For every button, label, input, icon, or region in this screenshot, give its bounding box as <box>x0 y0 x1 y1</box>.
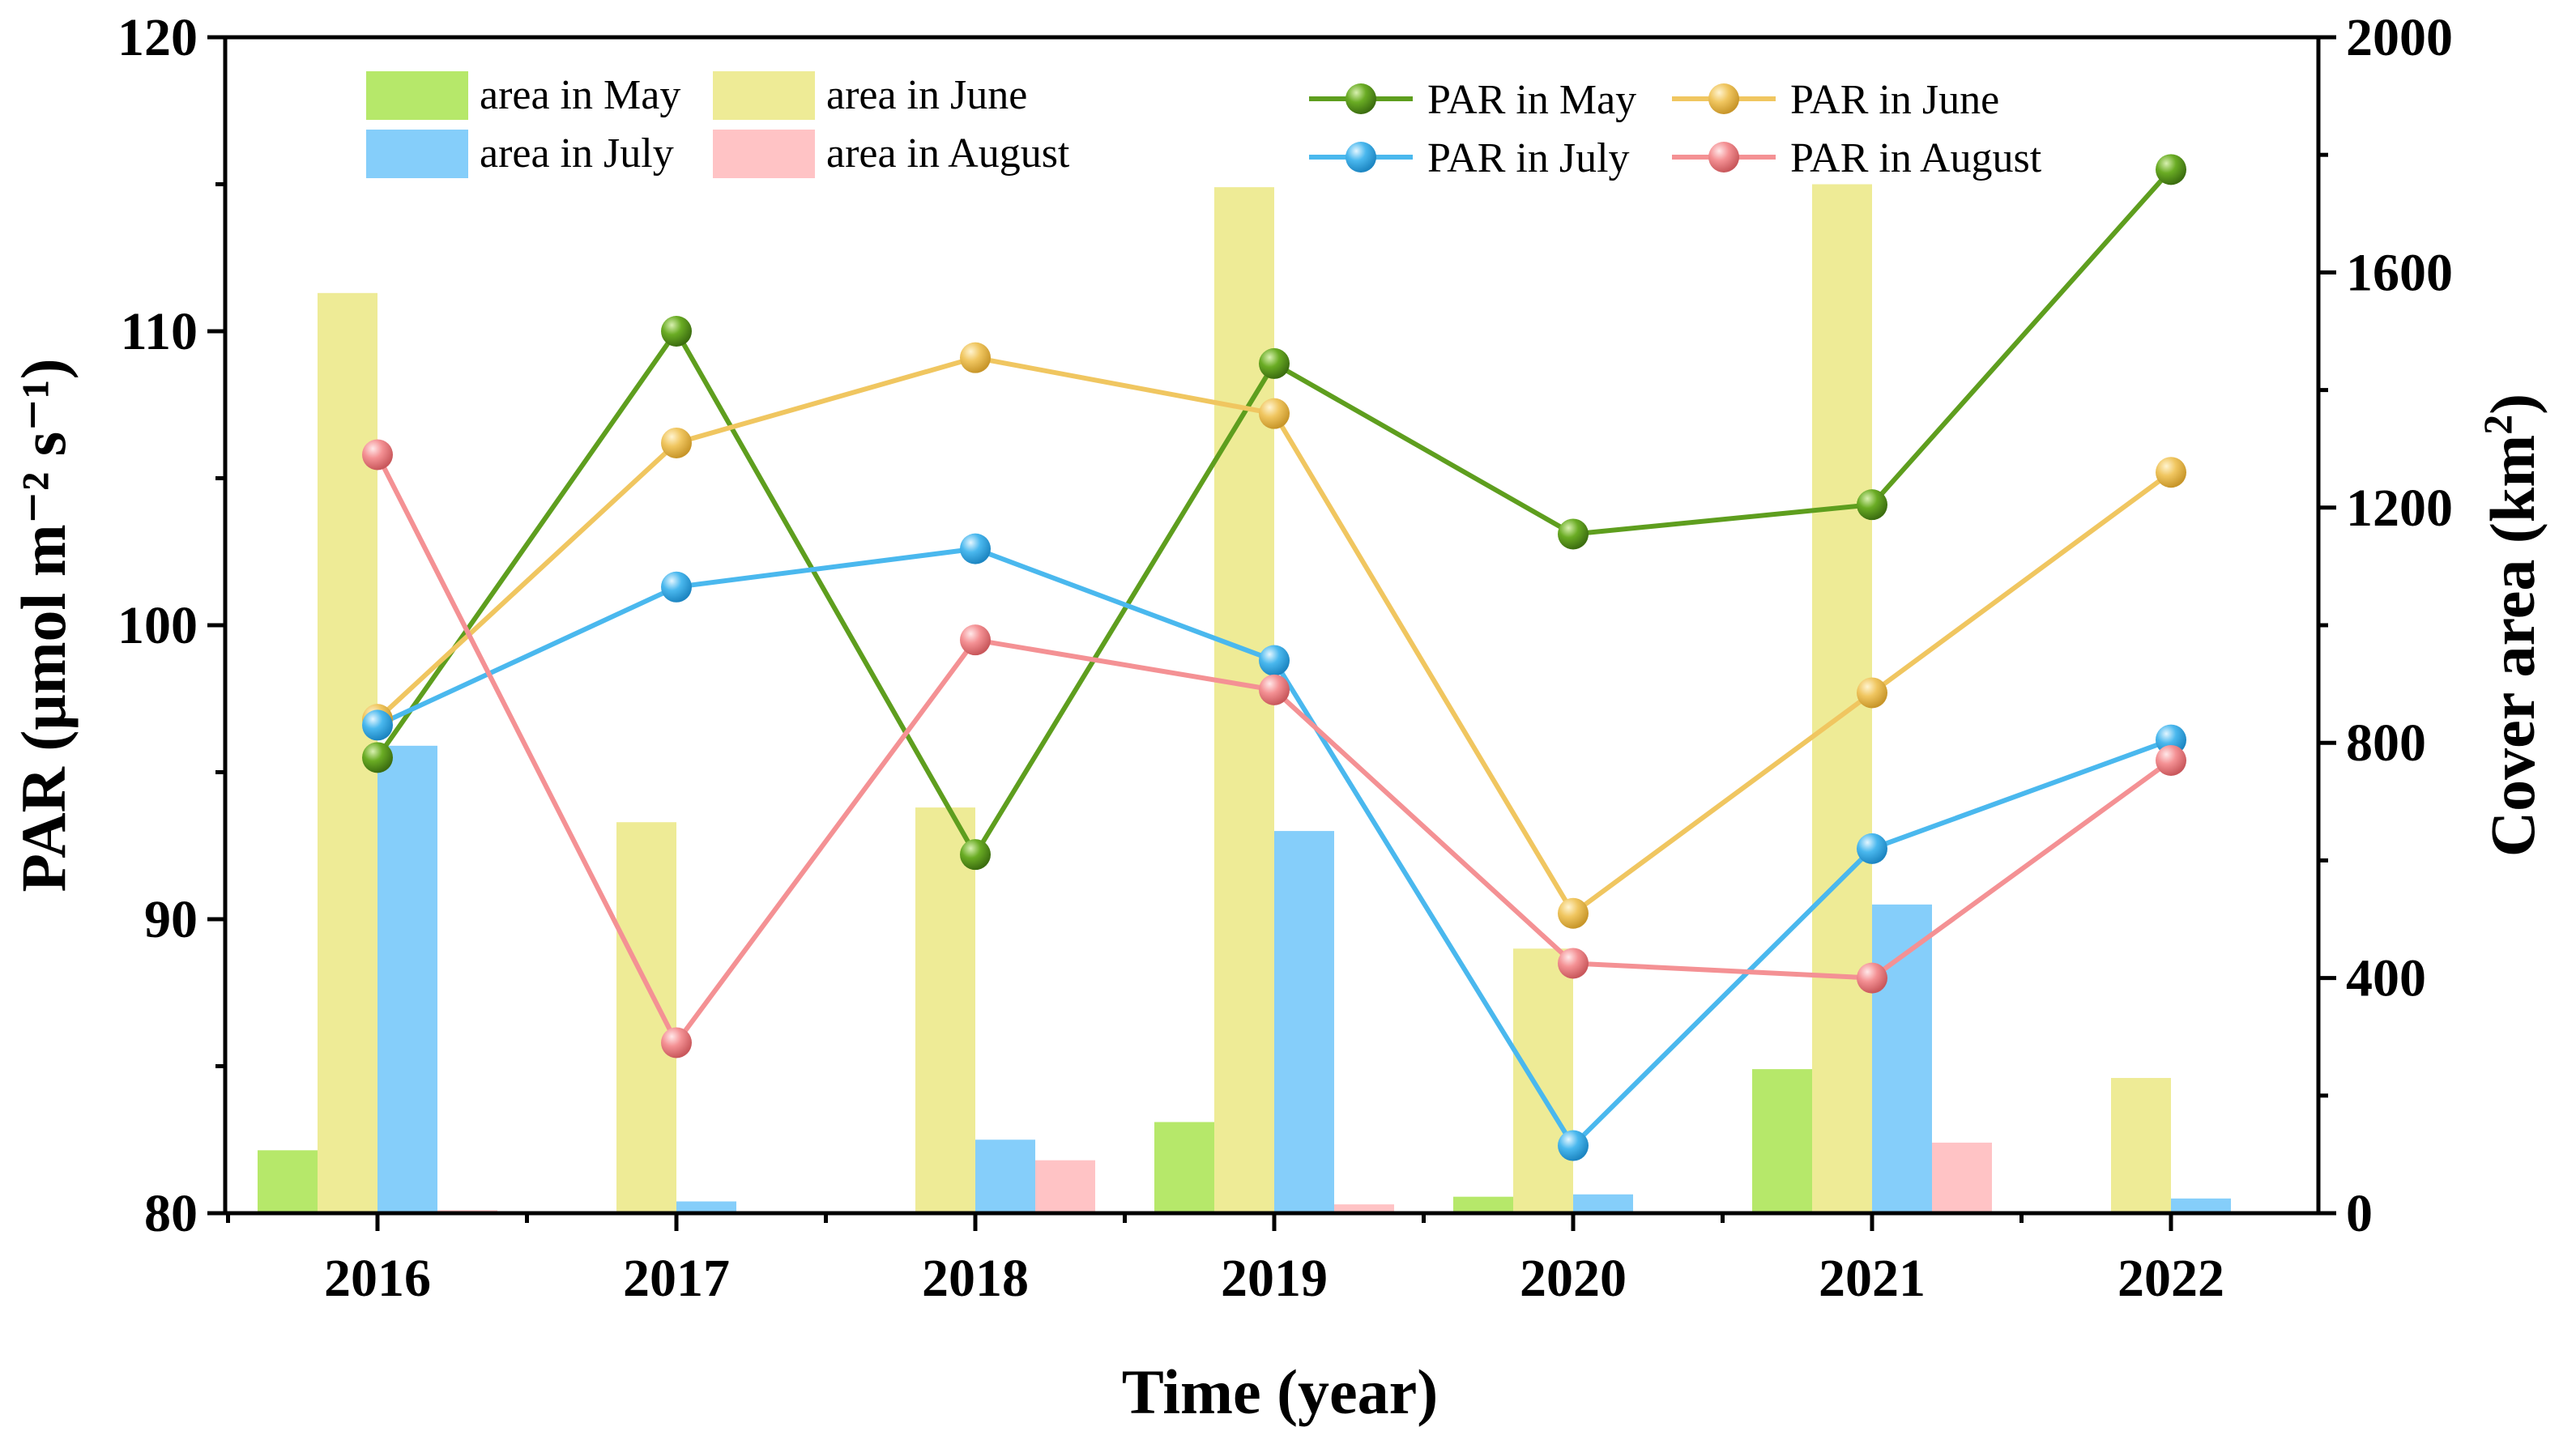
point-par-in-june-2021 <box>1857 677 1887 709</box>
y-right-tick-label-0: 0 <box>2346 1184 2373 1243</box>
x-axis-title: Time (year) <box>1122 1357 1439 1427</box>
bar-area-in-june-2020 <box>1513 948 1573 1213</box>
point-par-in-may-2019 <box>1259 347 1290 379</box>
point-par-in-july-2021 <box>1857 833 1887 864</box>
point-par-in-june-2022 <box>2156 457 2186 488</box>
y-left-tick-label-100: 100 <box>117 596 198 655</box>
legend-label-area-in-june: area in June <box>826 72 1027 118</box>
y-axis-right-title: Cover area (km2) <box>2475 394 2548 857</box>
legend-swatch-area-in-july <box>366 130 468 178</box>
y-left-tick-label-110: 110 <box>121 302 198 361</box>
bar-area-in-may-2020 <box>1453 1196 1513 1213</box>
point-par-in-may-2021 <box>1857 489 1887 521</box>
x-tick-label-2017: 2017 <box>623 1249 730 1308</box>
legend-label-area-in-august: area in August <box>826 130 1070 177</box>
bar-area-in-august-2018 <box>1035 1160 1095 1213</box>
point-par-in-august-2019 <box>1259 674 1290 705</box>
lines-layer <box>362 154 2186 1161</box>
x-tick-label-2022: 2022 <box>2118 1249 2224 1308</box>
bar-area-in-june-2022 <box>2111 1078 2171 1213</box>
legend-marker-par-in-july <box>1346 142 1376 173</box>
y-right-tick-label-400: 400 <box>2346 949 2426 1008</box>
point-par-in-july-2018 <box>960 533 991 564</box>
bar-area-in-june-2018 <box>915 807 975 1213</box>
bar-area-in-august-2021 <box>1932 1142 1992 1213</box>
x-tick-label-2019: 2019 <box>1221 1249 1328 1308</box>
point-par-in-may-2018 <box>960 839 991 871</box>
y-axis-right-title-sup: 2 <box>2475 415 2520 435</box>
legend-marker-par-in-june <box>1708 83 1739 114</box>
x-tick-label-2018: 2018 <box>922 1249 1029 1308</box>
point-par-in-july-2017 <box>661 571 692 603</box>
point-par-in-may-2017 <box>661 316 692 347</box>
bar-area-in-august-2019 <box>1334 1204 1394 1213</box>
bar-area-in-july-2018 <box>975 1139 1035 1213</box>
point-par-in-august-2017 <box>661 1027 692 1059</box>
point-par-in-august-2021 <box>1857 962 1887 994</box>
point-par-in-may-2020 <box>1558 518 1589 550</box>
point-par-in-august-2022 <box>2156 744 2186 776</box>
legend-label-par-in-may: PAR in May <box>1427 77 1636 123</box>
legend-label-par-in-august: PAR in August <box>1790 135 2042 181</box>
point-par-in-june-2017 <box>661 427 692 458</box>
y-right-tick-label-1200: 1200 <box>2346 479 2453 538</box>
point-par-in-may-2016 <box>362 742 393 773</box>
legend-marker-par-in-august <box>1708 142 1739 173</box>
point-par-in-july-2019 <box>1259 645 1290 676</box>
y-axis-left-title: PAR (μmol m⁻² s⁻¹) <box>8 358 79 892</box>
x-tick-label-2020: 2020 <box>1520 1249 1627 1308</box>
bar-area-in-july-2019 <box>1274 831 1334 1213</box>
x-tick-label-2016: 2016 <box>324 1249 431 1308</box>
legend-swatch-area-in-august <box>713 130 815 178</box>
point-par-in-july-2020 <box>1558 1130 1589 1161</box>
bars-layer <box>258 184 2231 1213</box>
bar-area-in-july-2021 <box>1872 904 1932 1213</box>
y-right-tick-label-2000: 2000 <box>2346 8 2453 67</box>
y-axis-right-title-text: Cover area (km <box>2477 435 2548 857</box>
y-left-tick-label-80: 80 <box>144 1184 198 1243</box>
bar-area-in-july-2016 <box>377 745 437 1213</box>
legend: area in May area in June area in July area … <box>366 71 2042 181</box>
point-par-in-june-2019 <box>1259 398 1290 429</box>
bar-area-in-june-2017 <box>616 822 676 1213</box>
x-tick-label-2021: 2021 <box>1819 1249 1926 1308</box>
legend-label-par-in-june: PAR in June <box>1790 77 1999 123</box>
legend-swatch-area-in-may <box>366 71 468 120</box>
bar-area-in-july-2022 <box>2171 1198 2231 1213</box>
point-par-in-august-2020 <box>1558 948 1589 979</box>
legend-swatch-area-in-june <box>713 71 815 120</box>
y-right-tick-label-800: 800 <box>2346 713 2426 773</box>
y-left-tick-label-120: 120 <box>117 8 198 67</box>
point-par-in-june-2018 <box>960 342 991 373</box>
point-par-in-august-2018 <box>960 624 991 656</box>
bar-area-in-may-2016 <box>258 1150 318 1213</box>
legend-marker-par-in-may <box>1346 83 1376 114</box>
point-par-in-may-2022 <box>2156 154 2186 185</box>
bar-area-in-may-2021 <box>1752 1069 1812 1213</box>
bar-area-in-july-2020 <box>1573 1194 1633 1213</box>
legend-label-area-in-july: area in July <box>480 130 674 177</box>
legend-label-par-in-july: PAR in July <box>1427 135 1630 181</box>
point-par-in-july-2016 <box>362 709 393 741</box>
y-axis-right-title-close: ) <box>2477 394 2548 415</box>
legend-label-area-in-may: area in May <box>480 72 680 118</box>
point-par-in-june-2020 <box>1558 897 1589 929</box>
point-par-in-august-2016 <box>362 439 393 471</box>
y-right-tick-label-1600: 1600 <box>2346 243 2453 302</box>
y-left-tick-label-90: 90 <box>144 890 198 949</box>
bar-area-in-may-2019 <box>1154 1122 1214 1213</box>
bar-area-in-july-2017 <box>676 1201 736 1213</box>
